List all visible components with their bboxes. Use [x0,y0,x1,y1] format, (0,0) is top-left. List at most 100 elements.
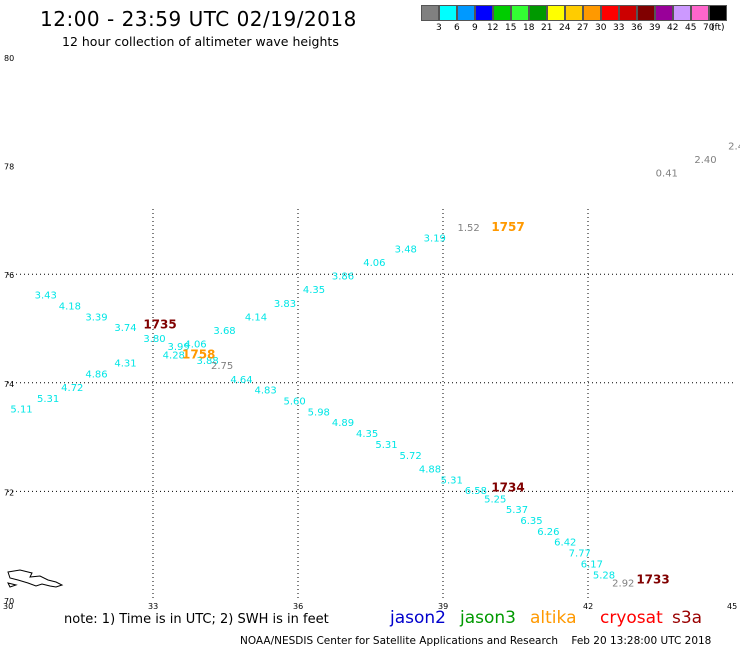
lat-lon-grid [8,209,733,600]
legend-unit: (ft) [711,23,725,33]
legend-swatch [421,5,439,21]
wave-height-label: 5.37 [506,505,528,516]
wave-height-label: 3.88 [197,356,219,367]
legend-tick-label: 3 [436,23,442,33]
wave-height-label: 6.42 [554,538,576,549]
lat-tick-label: 74 [4,380,14,389]
wave-height-label: 4.18 [59,301,81,312]
lon-tick-label: 33 [148,602,158,611]
legend-tick-label: 39 [649,23,661,33]
satellite-name: cryosat [600,608,663,628]
wave-height-label: 5.31 [37,394,59,405]
legend-swatch [583,5,601,21]
lat-tick-label: 72 [4,488,14,497]
lat-tick-label: 70 [4,597,14,606]
legend-tick-label: 21 [541,23,553,33]
legend-tick-label: 9 [472,23,478,33]
legend-tick-label: 15 [505,23,517,33]
wave-height-label: 3.68 [213,326,235,337]
legend-swatch [565,5,583,21]
wave-height-label: 6.26 [537,527,559,538]
legend-tick-label: 36 [631,23,643,33]
satellite-name: altika [530,608,577,628]
wave-height-label: 4.83 [255,386,277,397]
lat-tick-label: 80 [4,54,14,63]
wave-height-label: 4.89 [332,418,354,429]
satellite-name: jason3 [460,608,516,628]
legend-swatch [637,5,655,21]
wave-height-label: 4.28 [163,350,185,361]
pass-time-label: 1757 [491,220,524,234]
wave-height-label: 2.40 [694,155,716,166]
legend-swatch [655,5,673,21]
wave-height-label: 3.86 [332,272,354,283]
wave-height-label: 6.35 [520,516,542,527]
wave-height-label: 3.39 [85,312,107,323]
legend-tick-label: 33 [613,23,625,33]
legend-swatch [691,5,709,21]
legend-tick-label: 45 [685,23,697,33]
legend-tick-label: 6 [454,23,460,33]
wave-height-label: 4.64 [230,375,252,386]
pass-time-label: 1758 [182,347,215,361]
wave-height-label: 4.06 [363,258,385,269]
wave-height-label: 3.43 [35,291,57,302]
wave-height-observations: 3.434.18 3.39 3.74 3.803.994.28 3.88 4.06 3.68… [10,141,740,589]
wave-height-label: 5.11 [10,405,32,416]
legend-swatch [547,5,565,21]
legend-swatch [475,5,493,21]
wave-height-label: 5.72 [400,451,422,462]
color-scale-legend: (ft) 3 6 9 12 15 18 21 24 27 30 33 36 39 42 45 70 [421,5,730,37]
wave-height-label: 4.31 [114,359,136,370]
wave-height-label: 4.88 [419,464,441,475]
legend-tick-label: 24 [559,23,571,33]
pass-time-label: 1735 [143,318,176,332]
legend-tick-label: 18 [523,23,535,33]
legend-swatch [601,5,619,21]
map-subtitle: 12 hour collection of altimeter wave hei… [62,34,339,49]
wave-height-label: 4.72 [61,383,83,394]
legend-tick-label: 12 [487,23,499,33]
wave-height-label: 0.41 [656,168,678,179]
wave-height-label: 4.35 [303,285,325,296]
wave-height-label: 7.77 [569,549,591,560]
wave-height-label: 3.80 [143,334,165,345]
legend-tick-label: 70 [703,23,715,33]
pass-time-label: 1734 [491,480,524,494]
legend-tick-label: 42 [667,23,679,33]
wave-height-label: 3.83 [274,299,296,310]
map-title: 12:00 - 23:59 UTC 02/19/2018 [40,7,357,31]
wave-height-label: 3.48 [395,244,417,255]
credit-text: NOAA/NESDIS Center for Satellite Applica… [240,635,558,647]
units-note: note: 1) Time is in UTC; 2) SWH is in fe… [64,612,329,627]
wave-height-label: 4.35 [356,429,378,440]
wave-height-label: 5.60 [284,397,306,408]
lon-tick-label: 36 [293,602,303,611]
wave-height-label: 2.75 [211,361,233,372]
legend-swatch [673,5,691,21]
legend-swatch [709,5,727,21]
wave-height-label: 2.4 [728,141,740,152]
legend-swatch [511,5,529,21]
legend-swatch [493,5,511,21]
legend-tick-label: 27 [577,23,589,33]
legend-swatch [439,5,457,21]
wave-height-label: 5.25 [484,494,506,505]
pass-time-label: 1733 [636,573,669,587]
legend-swatch [529,5,547,21]
wave-height-label: 6.58 [465,486,487,497]
legend-swatch [619,5,637,21]
legend-swatch [457,5,475,21]
wave-height-label: 4.86 [85,369,107,380]
wave-height-label: 5.98 [308,407,330,418]
wave-height-label: 4.14 [245,312,267,323]
credit-line: NOAA/NESDIS Center for Satellite Applica… [240,635,711,647]
lon-tick-label: 30 [3,602,13,611]
wave-height-label: 6.17 [581,559,603,570]
satellite-name: s3a [672,608,703,628]
wave-height-label: 3.74 [114,323,136,334]
wave-height-label: 3.19 [424,234,446,245]
